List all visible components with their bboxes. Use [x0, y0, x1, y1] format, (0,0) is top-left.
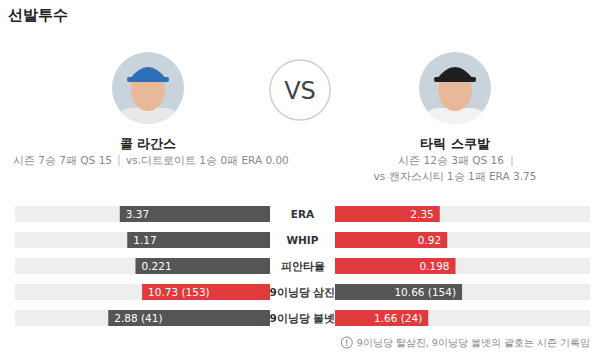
versus-record: vs 캔자스시티 1승 1패 ERA 3.75 — [374, 170, 537, 182]
category-label: ERA — [291, 208, 315, 220]
bar-track — [15, 310, 270, 326]
data-label: 0.221 — [142, 260, 172, 272]
bar-track — [335, 284, 590, 300]
cap-brim — [127, 77, 169, 82]
bar-track — [335, 206, 590, 222]
photo-figure — [425, 67, 485, 138]
player-name: 콜 라간스 — [120, 136, 177, 151]
bar — [127, 232, 270, 248]
data-label: 1.17 — [133, 234, 156, 246]
bar-track — [335, 258, 590, 274]
bar-track — [15, 284, 270, 300]
bar — [335, 232, 447, 248]
bar-track — [15, 232, 270, 248]
shoulders — [118, 108, 178, 138]
category-label: 9이닝당 볼넷 — [270, 312, 336, 324]
bar-track — [15, 206, 270, 222]
data-label: 0.198 — [419, 260, 449, 272]
season-record: 시즌 12승 3패 QS 16 — [398, 154, 504, 166]
bar — [335, 310, 428, 326]
bar — [136, 258, 270, 274]
footnote: 9이닝당 탈삼진, 9이닝당 볼넷의 괄호는 시즌 기록임 — [357, 337, 590, 348]
bar — [108, 310, 270, 326]
data-label: 2.88 (41) — [114, 312, 162, 324]
photo-figure — [118, 67, 178, 138]
data-label: 3.37 — [126, 208, 149, 220]
category-label: 피안타율 — [281, 260, 325, 272]
separator — [512, 155, 513, 166]
bar — [335, 258, 456, 274]
vs-circle — [270, 60, 330, 120]
category-label: WHIP — [287, 234, 319, 246]
shoulders — [425, 108, 485, 138]
bar — [142, 284, 270, 300]
data-label: 1.66 (24) — [374, 312, 422, 324]
cap-brim — [434, 77, 476, 82]
data-label: 2.35 — [410, 208, 433, 220]
info-icon-mark — [346, 340, 347, 344]
info-icon-dot — [346, 345, 347, 346]
bar — [335, 206, 440, 222]
player-photo — [419, 52, 491, 138]
bar-track — [15, 258, 270, 274]
title: 선발투수 — [8, 6, 68, 24]
data-label: 10.73 (153) — [148, 286, 210, 298]
category-label: 9이닝당 삼진 — [270, 286, 336, 298]
versus-record: vs.디트로이트 1승 0패 ERA 0.00 — [126, 154, 289, 166]
player-name: 타릭 스쿠발 — [420, 136, 490, 151]
bar-track — [335, 232, 590, 248]
bar-track — [335, 310, 590, 326]
info-icon — [341, 337, 352, 348]
bar — [120, 206, 270, 222]
player-photo — [112, 52, 184, 138]
graphic: 선발투수 VS 콜 라간스 타릭 스쿠발시즌 7승 7패 QS 15 vs.디트로이트 … — [0, 0, 600, 359]
separator — [119, 155, 120, 166]
data-label: 0.92 — [418, 234, 441, 246]
bar — [335, 284, 462, 300]
season-record: 시즌 7승 7패 QS 15 — [13, 154, 112, 166]
vs-label: VS — [284, 77, 316, 105]
data-label: 10.66 (154) — [394, 286, 456, 298]
